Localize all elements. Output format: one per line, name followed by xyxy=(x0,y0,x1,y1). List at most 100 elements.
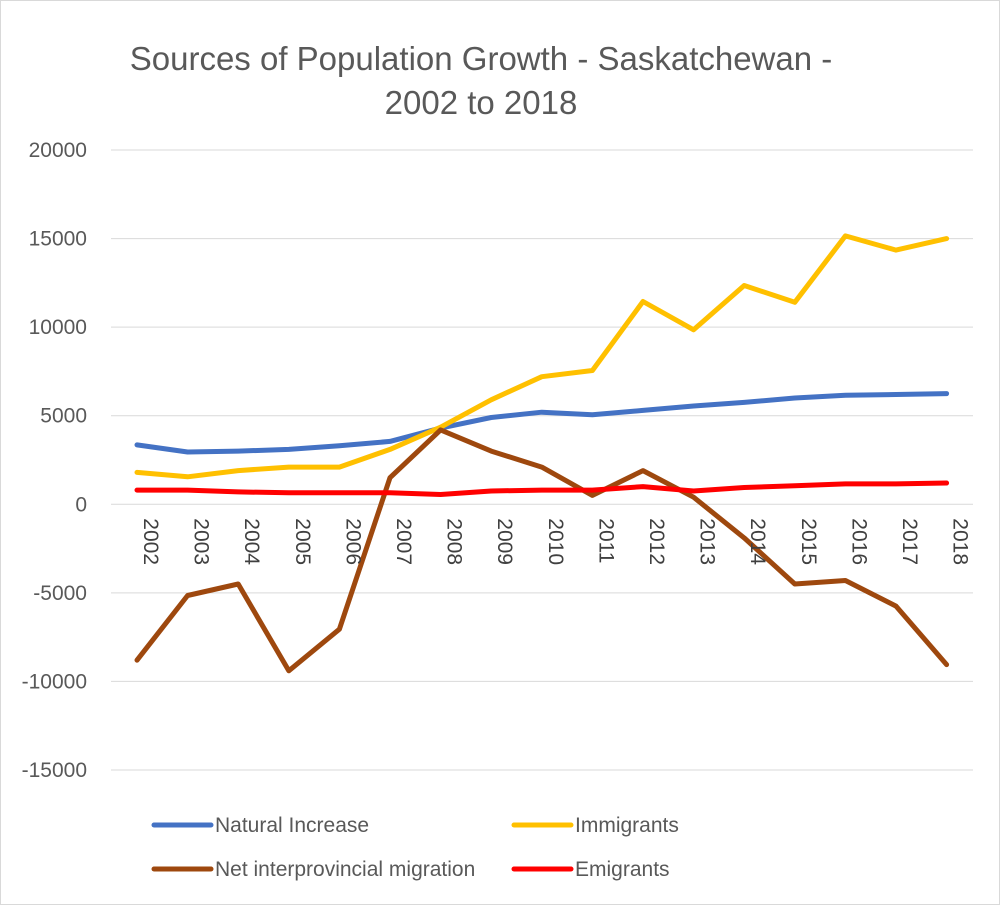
data-point xyxy=(438,427,443,432)
data-point xyxy=(641,408,645,413)
data-point xyxy=(438,492,443,497)
data-point xyxy=(843,233,848,238)
x-tick-label: 2017 xyxy=(898,518,921,565)
data-point xyxy=(944,236,949,241)
data-point xyxy=(236,582,241,586)
chart-title-line-1: Sources of Population Growth - Saskatche… xyxy=(130,40,833,77)
x-tick-label: 2012 xyxy=(645,518,668,565)
legend-label: Natural Increase xyxy=(215,814,369,837)
data-point xyxy=(590,412,595,417)
y-tick-label: 5000 xyxy=(40,405,87,428)
data-point xyxy=(539,465,544,470)
data-point xyxy=(135,442,139,447)
x-tick-label: 2010 xyxy=(544,518,567,565)
x-tick-label: 2005 xyxy=(291,518,314,565)
chart-title-line-2: 2002 to 2018 xyxy=(385,84,578,121)
data-point xyxy=(388,439,392,444)
data-point xyxy=(742,283,747,288)
x-tick-label: 2009 xyxy=(493,518,516,565)
data-point xyxy=(742,485,747,490)
legend: Natural Increase Immigrants Net interprovi… xyxy=(151,814,679,881)
y-tick-label: -15000 xyxy=(22,759,87,782)
data-point xyxy=(691,495,696,500)
data-point xyxy=(894,604,898,609)
y-axis-tick-labels: 20000 15000 10000 5000 0 -5000 -10000 -15000 xyxy=(22,139,87,782)
y-tick-label: 10000 xyxy=(29,316,87,339)
x-tick-label: 2013 xyxy=(696,518,719,565)
data-point xyxy=(590,493,595,498)
x-axis-tick-labels: 2002 2003 2004 2005 2006 2007 2008 2009 2010 2011… xyxy=(139,518,972,565)
data-point xyxy=(135,658,139,663)
data-point xyxy=(337,490,342,495)
data-point xyxy=(894,248,898,253)
x-tick-label: 2004 xyxy=(240,518,263,565)
data-point xyxy=(286,447,291,452)
y-tick-label: 20000 xyxy=(29,139,87,162)
data-point xyxy=(742,535,747,540)
data-point xyxy=(843,578,848,583)
data-point xyxy=(388,447,392,452)
data-point xyxy=(792,582,797,586)
data-point xyxy=(792,483,797,488)
data-point xyxy=(691,403,696,408)
data-point xyxy=(539,410,544,415)
data-point xyxy=(742,400,747,405)
data-point xyxy=(894,481,898,486)
data-point xyxy=(337,627,342,632)
x-tick-label: 2018 xyxy=(949,518,972,565)
data-point xyxy=(691,327,696,332)
data-point xyxy=(286,465,291,470)
data-point xyxy=(236,468,241,473)
x-tick-label: 2007 xyxy=(392,518,415,565)
data-point xyxy=(539,488,544,493)
data-point xyxy=(641,468,645,473)
series-line-1 xyxy=(134,233,950,480)
data-point xyxy=(337,443,342,448)
y-tick-label: -5000 xyxy=(33,582,87,605)
data-point xyxy=(843,393,848,398)
data-point xyxy=(641,484,645,489)
data-point xyxy=(185,474,190,479)
data-point xyxy=(590,368,595,373)
series-lines xyxy=(134,233,950,674)
data-point xyxy=(792,396,797,400)
data-point xyxy=(489,397,494,402)
data-point xyxy=(843,481,848,486)
data-point xyxy=(894,392,898,397)
y-tick-label: 15000 xyxy=(29,228,87,251)
data-point xyxy=(286,490,291,495)
data-point xyxy=(944,391,949,396)
data-point xyxy=(489,449,494,454)
data-point xyxy=(388,490,392,495)
x-tick-label: 2002 xyxy=(139,518,162,565)
x-tick-label: 2011 xyxy=(594,518,617,563)
data-point xyxy=(641,299,645,304)
data-point xyxy=(185,593,190,598)
x-tick-label: 2006 xyxy=(341,518,364,565)
data-point xyxy=(236,489,241,494)
y-tick-label: 0 xyxy=(75,493,87,516)
data-point xyxy=(286,668,291,673)
data-point xyxy=(135,470,139,475)
gridlines xyxy=(111,149,973,771)
data-point xyxy=(185,488,190,493)
x-tick-label: 2015 xyxy=(797,518,820,565)
data-point xyxy=(236,449,241,454)
data-point xyxy=(792,300,797,305)
legend-label: Immigrants xyxy=(575,814,679,837)
legend-label: Emigrants xyxy=(575,858,670,881)
x-tick-label: 2003 xyxy=(190,518,213,565)
data-point xyxy=(691,489,696,493)
legend-label: Net interprovincial migration xyxy=(215,858,475,881)
data-point xyxy=(590,488,595,493)
y-tick-label: -10000 xyxy=(22,670,87,693)
x-tick-label: 2014 xyxy=(746,518,769,565)
x-tick-label: 2008 xyxy=(443,518,466,565)
data-point xyxy=(944,481,949,486)
series-line-0 xyxy=(134,391,950,455)
data-point xyxy=(185,450,190,455)
x-tick-label: 2016 xyxy=(847,518,870,565)
data-point xyxy=(337,465,342,470)
